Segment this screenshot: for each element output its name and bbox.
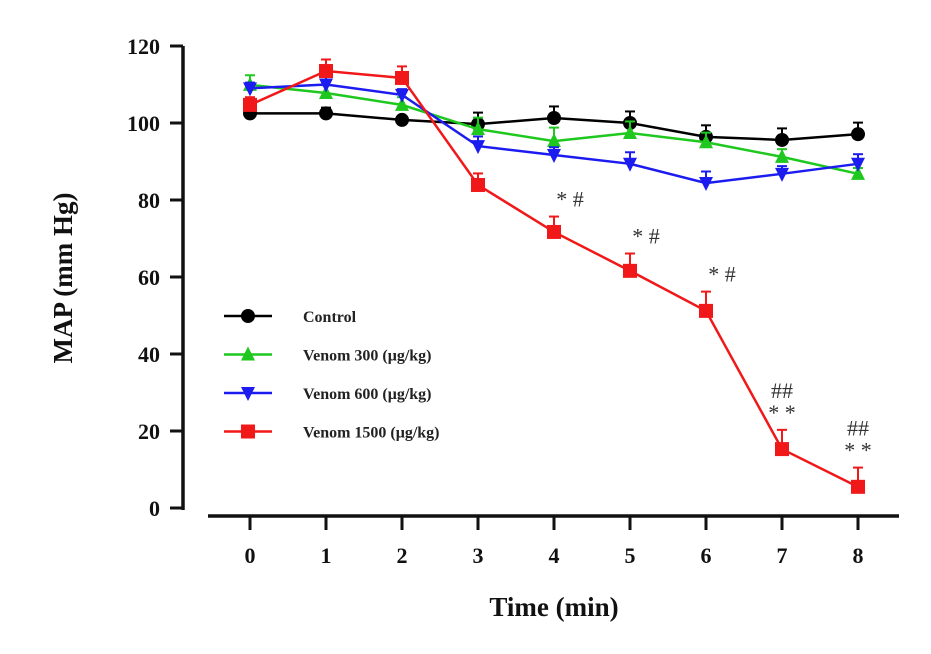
data-point xyxy=(623,125,637,140)
significance-annotation: * * xyxy=(768,400,796,425)
legend-item-0: Control xyxy=(224,309,357,326)
y-tick-label: 20 xyxy=(138,419,160,444)
y-tick-label: 60 xyxy=(138,265,160,290)
legend-label: Venom 1500 (μg/kg) xyxy=(303,425,439,442)
data-point xyxy=(395,96,409,111)
significance-annotation: * * xyxy=(844,438,872,463)
x-tick-label: 7 xyxy=(777,543,788,568)
data-point xyxy=(471,177,485,192)
x-tick-label: 5 xyxy=(625,543,636,568)
data-point xyxy=(547,224,561,239)
legend-marker xyxy=(241,346,255,361)
data-point xyxy=(775,167,789,182)
x-tick-label: 6 xyxy=(701,543,712,568)
data-point xyxy=(547,110,561,125)
data-point xyxy=(851,165,865,180)
legend-label: Control xyxy=(303,309,357,326)
series-3 xyxy=(243,58,865,494)
y-tick-label: 100 xyxy=(127,111,160,136)
significance-annotation: * # xyxy=(708,262,736,287)
axes: 0 20 40 60 80 100 120 0 1 2 3 4 5 6 7 8 xyxy=(127,34,899,568)
data-point xyxy=(699,134,713,149)
legend-item-1: Venom 300 (μg/kg) xyxy=(224,346,431,365)
data-point xyxy=(395,112,409,127)
y-tick-label: 80 xyxy=(138,188,160,213)
series-layer xyxy=(243,58,865,494)
y-tick-label: 0 xyxy=(149,496,160,521)
legend-label: Venom 600 (μg/kg) xyxy=(303,386,431,403)
data-point xyxy=(243,82,257,97)
data-point xyxy=(851,157,865,172)
legend-marker xyxy=(241,387,255,401)
significance-annotation: * # xyxy=(556,187,584,212)
x-tick-label: 8 xyxy=(853,543,864,568)
annotation-layer: * #* #* #* *##* *## xyxy=(556,187,872,463)
series-1 xyxy=(243,74,865,180)
data-point xyxy=(319,78,333,93)
series-2 xyxy=(243,75,865,192)
legend-marker xyxy=(241,309,255,323)
data-point xyxy=(319,64,333,79)
data-point xyxy=(851,127,865,142)
x-axis-title: Time (min) xyxy=(489,592,618,622)
x-tick-label: 2 xyxy=(397,543,408,568)
data-point xyxy=(623,157,637,172)
data-point xyxy=(851,479,865,494)
data-point xyxy=(319,106,333,121)
data-point xyxy=(699,303,713,318)
data-point xyxy=(699,177,713,192)
x-tick-label: 0 xyxy=(245,543,256,568)
legend-item-2: Venom 600 (μg/kg) xyxy=(224,386,431,403)
data-point xyxy=(547,148,561,163)
data-point xyxy=(395,70,409,85)
x-tick-label: 4 xyxy=(549,543,560,568)
data-point xyxy=(243,97,257,112)
y-axis-title: MAP (mm Hg) xyxy=(48,193,78,364)
legend-item-3: Venom 1500 (μg/kg) xyxy=(224,424,439,442)
data-point xyxy=(395,88,409,103)
legend: Control Venom 300 (μg/kg) Venom 600 (μg/kg… xyxy=(224,309,439,442)
legend-marker xyxy=(241,424,255,439)
data-point xyxy=(471,140,485,155)
significance-annotation: * # xyxy=(632,224,660,249)
data-point xyxy=(775,442,789,457)
y-tick-label: 40 xyxy=(138,342,160,367)
data-point xyxy=(623,263,637,278)
x-tick-label: 1 xyxy=(321,543,332,568)
significance-annotation: ## xyxy=(771,378,793,403)
data-point xyxy=(547,133,561,148)
significance-annotation: ## xyxy=(847,416,869,441)
legend-label: Venom 300 (μg/kg) xyxy=(303,348,431,365)
data-point xyxy=(775,132,789,147)
data-point xyxy=(471,121,485,136)
x-tick-label: 3 xyxy=(473,543,484,568)
y-tick-label: 120 xyxy=(127,34,160,59)
data-point xyxy=(775,148,789,163)
